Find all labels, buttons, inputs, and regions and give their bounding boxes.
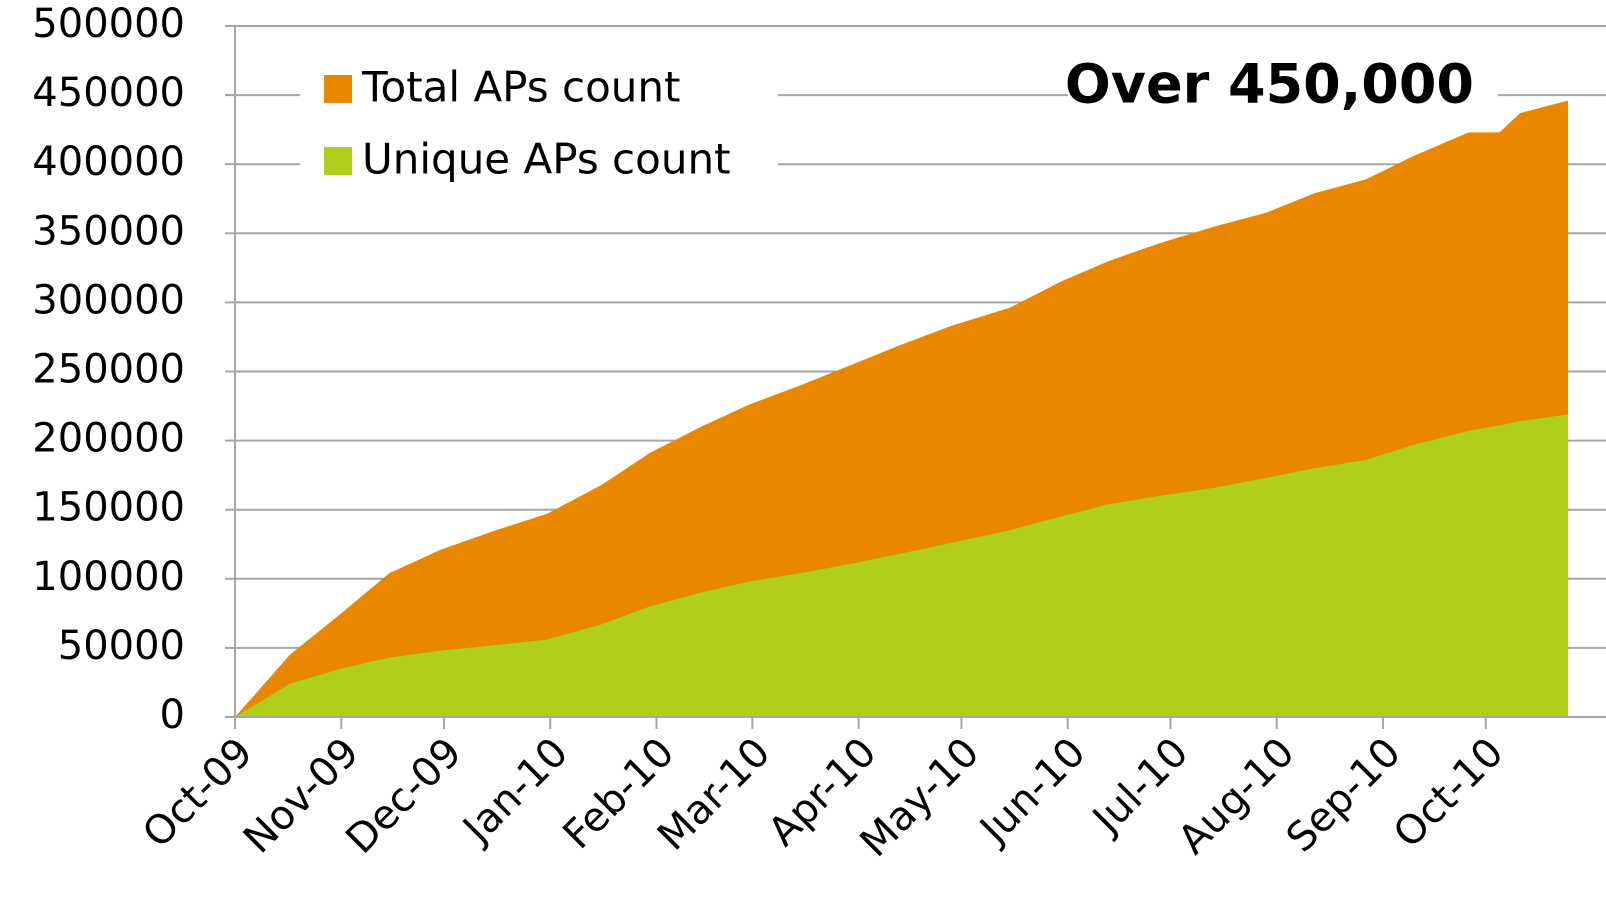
x-tick-label: Jan-10 — [453, 729, 577, 853]
y-tick-label: 450000 — [32, 70, 185, 116]
x-tick-label: Dec-09 — [337, 729, 470, 862]
y-tick-label: 100000 — [32, 554, 185, 600]
legend-background — [300, 55, 778, 195]
x-tick-label: Aug-10 — [1170, 729, 1304, 863]
annotation: Over 450,000 — [1065, 53, 1474, 116]
x-tick-label: Oct-10 — [1385, 729, 1513, 857]
annotation-background — [1068, 55, 1498, 125]
x-tick-label: Jun-10 — [969, 729, 1094, 854]
y-tick-label: 500000 — [32, 1, 185, 47]
x-tick-label: Nov-09 — [235, 729, 368, 862]
y-tick-label: 0 — [160, 692, 185, 738]
legend-label: Total APs count — [361, 63, 681, 112]
legend-swatch — [324, 147, 352, 175]
y-tick-label: 50000 — [58, 623, 185, 669]
y-tick-label: 150000 — [32, 485, 185, 531]
legend-swatch — [324, 75, 352, 103]
y-tick-label: 250000 — [32, 347, 185, 393]
area — [235, 414, 1568, 717]
y-tick-label: 350000 — [32, 208, 185, 254]
legend-label: Unique APs count — [362, 135, 731, 184]
y-tick-label: 300000 — [32, 277, 185, 323]
y-tick-label: 200000 — [32, 416, 185, 462]
x-tick-label: Sep-10 — [1278, 729, 1410, 861]
y-tick-label: 400000 — [32, 139, 185, 185]
